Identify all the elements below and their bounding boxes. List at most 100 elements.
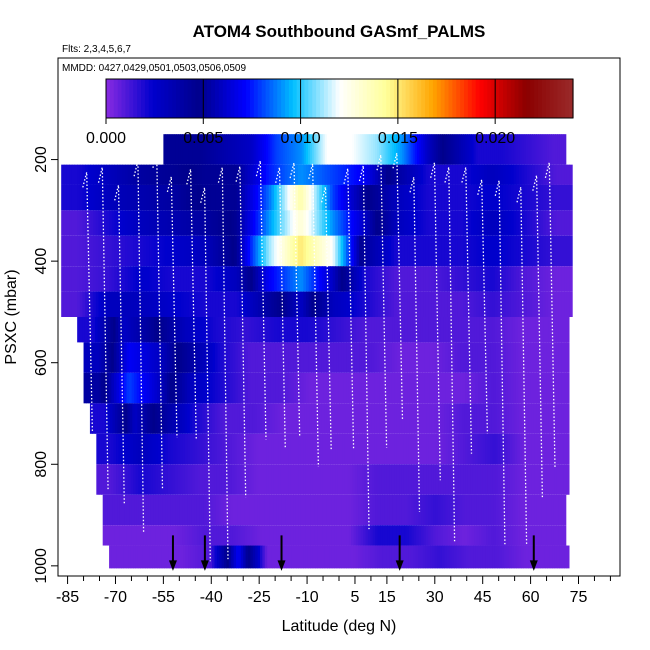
heatmap-cell-3-41	[170, 210, 174, 236]
heatmap-cell-7-152	[466, 317, 470, 343]
heatmap-cell-2-46	[183, 184, 187, 211]
heatmap-cell-9-78	[280, 372, 284, 404]
heatmap-cell-3-160	[486, 210, 491, 236]
heatmap-cell-5-116	[369, 266, 374, 292]
heatmap-cell-12-120	[391, 464, 395, 495]
heatmap-cell-8-79	[283, 342, 287, 373]
heatmap-cell-13-87	[312, 494, 316, 526]
heatmap-cell-5-86	[290, 266, 294, 292]
heatmap-cell-5-55	[207, 266, 211, 292]
heatmap-cell-6-160	[486, 291, 491, 317]
heatmap-cell-12-60	[244, 464, 248, 495]
heatmap-cell-15-180	[540, 545, 544, 569]
heatmap-cell-0-0	[163, 134, 167, 165]
heatmap-cell-14-81	[298, 525, 302, 546]
heatmap-cell-11-100	[342, 433, 346, 465]
heatmap-cell-13-157	[481, 494, 485, 526]
heatmap-cell-12-83	[300, 464, 304, 495]
heatmap-cell-6-164	[497, 291, 501, 317]
colorbar-segment-119	[569, 79, 574, 118]
heatmap-cell-12-124	[401, 464, 405, 495]
heatmap-cell-6-48	[188, 291, 193, 317]
heatmap-cell-14-88	[314, 525, 318, 546]
heatmap-cell-13-14	[136, 494, 140, 526]
heatmap-cell-7-51	[207, 317, 211, 343]
heatmap-cell-6-15	[101, 291, 105, 317]
heatmap-cell-5-141	[436, 266, 440, 292]
heatmap-cell-2-138	[428, 184, 432, 211]
heatmap-cell-12-2	[101, 464, 105, 495]
heatmap-cell-3-153	[468, 210, 472, 236]
heatmap-cell-2-39	[164, 184, 169, 211]
heatmap-cell-4-95	[313, 235, 318, 267]
heatmap-cell-8-15	[121, 342, 125, 373]
heatmap-cell-10-149	[461, 403, 465, 434]
heatmap-cell-4-142	[439, 235, 443, 267]
heatmap-cell-14-146	[454, 525, 458, 546]
heatmap-cell-11-169	[512, 433, 516, 465]
heatmap-cell-15-30	[180, 545, 184, 569]
heatmap-cell-7-17	[120, 317, 124, 343]
heatmap-cell-8-163	[495, 342, 499, 373]
heatmap-cell-15-3	[116, 545, 120, 569]
heatmap-cell-4-105	[340, 235, 344, 267]
heatmap-cell-12-115	[379, 464, 383, 495]
heatmap-cell-7-153	[469, 317, 473, 343]
heatmap-cell-11-88	[312, 433, 316, 465]
heatmap-cell-3-23	[122, 210, 126, 236]
heatmap-cell-4-153	[468, 235, 472, 267]
heatmap-cell-4-24	[125, 235, 129, 267]
heatmap-cell-2-122	[385, 184, 390, 211]
heatmap-cell-3-39	[164, 210, 169, 236]
heatmap-cell-15-81	[303, 545, 307, 569]
heatmap-cell-6-113	[361, 291, 366, 317]
heatmap-cell-5-111	[356, 266, 360, 292]
heatmap-cell-2-67	[239, 184, 243, 211]
heatmap-cell-3-34	[151, 210, 155, 236]
heatmap-cell-2-191	[569, 184, 573, 211]
heatmap-cell-14-136	[430, 525, 434, 546]
heatmap-cell-7-168	[507, 317, 511, 343]
heatmap-cell-12-172	[519, 464, 523, 495]
heatmap-cell-0-177	[534, 134, 537, 165]
heatmap-cell-13-25	[162, 494, 166, 526]
heatmap-cell-3-10	[87, 210, 92, 236]
heatmap-cell-6-128	[401, 291, 406, 317]
heatmap-cell-0-110	[393, 134, 397, 165]
heatmap-cell-15-123	[403, 545, 407, 569]
heatmap-cell-2-189	[564, 184, 568, 211]
heatmap-cell-11-30	[170, 433, 174, 465]
heatmap-cell-4-169	[510, 235, 515, 267]
heatmap-cell-7-171	[515, 317, 519, 343]
heatmap-cell-9-32	[164, 372, 168, 404]
heatmap-cell-5-5	[74, 266, 78, 292]
heatmap-cell-7-78	[276, 317, 281, 343]
heatmap-cell-10-125	[401, 403, 405, 434]
heatmap-cell-14-127	[408, 525, 412, 546]
heatmap-cell-7-57	[223, 317, 227, 343]
heatmap-cell-3-88	[295, 210, 299, 236]
heatmap-cell-14-43	[206, 525, 210, 546]
heatmap-cell-3-64	[231, 210, 235, 236]
heatmap-cell-9-126	[402, 372, 406, 404]
heatmap-cell-4-30	[141, 235, 145, 267]
heatmap-cell-4-50	[194, 235, 198, 267]
heatmap-cell-5-51	[196, 266, 201, 292]
heatmap-cell-13-126	[406, 494, 410, 526]
heatmap-cell-1-134	[417, 164, 422, 185]
heatmap-cell-1-188	[561, 164, 565, 185]
heatmap-cell-10-44	[199, 403, 203, 434]
heatmap-cell-5-49	[191, 266, 195, 292]
heatmap-cell-1-60	[220, 164, 225, 185]
heatmap-cell-2-77	[266, 184, 270, 211]
heatmap-cell-6-71	[250, 291, 254, 317]
heatmap-cell-15-128	[415, 545, 419, 569]
heatmap-cell-6-174	[524, 291, 528, 317]
heatmap-cell-13-162	[493, 494, 497, 526]
heatmap-cell-15-43	[212, 545, 216, 569]
heatmap-cell-7-28	[148, 317, 153, 343]
heatmap-cell-13-32	[179, 494, 183, 526]
heatmap-cell-15-187	[556, 545, 560, 569]
heatmap-cell-12-22	[150, 464, 154, 495]
heatmap-cell-5-131	[409, 266, 414, 292]
